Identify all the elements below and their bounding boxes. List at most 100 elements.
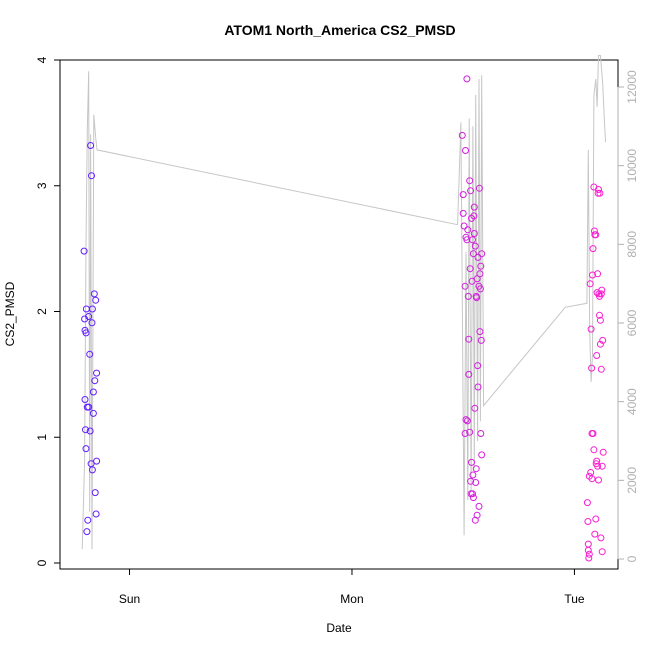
- data-point: [478, 250, 486, 258]
- data-point: [587, 325, 595, 333]
- data-point: [469, 471, 477, 479]
- data-point: [93, 457, 101, 465]
- data-point: [596, 311, 603, 319]
- x-axis-label: Date: [326, 621, 352, 635]
- right-tick-label: 2000: [625, 467, 639, 494]
- data-point: [465, 370, 473, 378]
- data-point: [91, 489, 99, 497]
- x-tick-label: Mon: [340, 592, 363, 606]
- data-point: [467, 477, 475, 485]
- data-point: [86, 427, 94, 435]
- data-point: [593, 457, 601, 465]
- data-point: [589, 271, 596, 279]
- data-point: [93, 369, 101, 377]
- data-point: [596, 189, 604, 197]
- data-point: [598, 462, 606, 470]
- data-point: [472, 479, 480, 486]
- right-tick-label: 6000: [625, 309, 639, 336]
- data-point: [466, 265, 474, 273]
- y-tick-label: 3: [35, 182, 49, 189]
- data-point: [467, 187, 475, 195]
- data-point: [592, 515, 600, 523]
- data-point: [477, 430, 485, 437]
- data-point: [471, 404, 479, 412]
- data-point: [460, 222, 468, 230]
- data-point: [466, 177, 474, 185]
- data-point: [473, 294, 481, 302]
- data-point: [596, 340, 604, 348]
- data-point: [598, 548, 606, 556]
- data-point: [583, 499, 591, 507]
- data-points: [80, 75, 607, 562]
- data-point: [88, 172, 95, 180]
- data-point: [462, 416, 470, 424]
- data-point: [590, 227, 598, 235]
- right-tick-label: 10000: [625, 149, 639, 183]
- data-point: [86, 350, 94, 358]
- data-point: [593, 352, 601, 359]
- y-tick-label: 0: [35, 559, 49, 566]
- data-point: [459, 209, 467, 217]
- data-point: [599, 336, 607, 344]
- data-point: [478, 451, 486, 459]
- data-point: [584, 518, 592, 525]
- data-point: [469, 494, 477, 502]
- data-point: [476, 285, 484, 293]
- data-point: [89, 409, 97, 417]
- data-point: [474, 362, 482, 370]
- data-point: [594, 462, 602, 470]
- y-tick-label: 2: [35, 308, 49, 315]
- data-point: [470, 230, 478, 237]
- data-point: [85, 403, 93, 411]
- data-point: [462, 147, 469, 154]
- data-point: [471, 242, 479, 250]
- data-point: [469, 250, 477, 258]
- data-point: [83, 528, 91, 536]
- data-point: [591, 530, 599, 538]
- right-tick-label: 8000: [625, 231, 639, 258]
- data-point: [461, 282, 469, 290]
- data-point: [589, 245, 597, 253]
- data-point: [476, 328, 484, 336]
- data-point: [469, 236, 476, 244]
- data-point: [474, 253, 482, 261]
- data-point: [464, 292, 472, 300]
- data-point: [595, 186, 602, 193]
- data-point: [590, 446, 598, 454]
- chart-title: ATOM1 North_America CS2_PMSD: [224, 22, 455, 38]
- data-point: [80, 247, 88, 255]
- data-point: [589, 430, 597, 437]
- x-tick-label: Sun: [119, 592, 140, 606]
- data-point: [473, 511, 481, 519]
- data-point: [464, 226, 472, 234]
- data-point: [477, 262, 485, 270]
- y-axis: 0 1 2 3 4: [35, 56, 60, 566]
- data-point: [90, 290, 98, 298]
- data-point: [595, 476, 602, 484]
- data-point: [82, 426, 89, 434]
- data-point: [88, 466, 96, 474]
- data-point: [92, 296, 100, 304]
- x-axis: Sun Mon Tue: [119, 569, 585, 606]
- data-point: [469, 490, 476, 498]
- y-tick-label: 1: [35, 434, 49, 441]
- right-tick-label: 12000: [625, 70, 639, 104]
- data-point: [475, 184, 483, 192]
- data-point: [458, 131, 466, 139]
- data-point: [88, 305, 96, 313]
- data-point: [470, 203, 478, 211]
- data-point: [585, 554, 593, 562]
- data-point: [468, 458, 475, 466]
- data-point: [84, 516, 92, 524]
- right-tick-label: 0: [625, 555, 639, 562]
- data-point: [596, 316, 604, 324]
- data-point: [465, 335, 473, 343]
- data-point: [597, 290, 605, 298]
- data-point: [463, 75, 471, 83]
- data-point: [87, 142, 95, 149]
- data-point: [91, 377, 99, 385]
- data-point: [598, 286, 606, 294]
- data-point: [85, 313, 93, 320]
